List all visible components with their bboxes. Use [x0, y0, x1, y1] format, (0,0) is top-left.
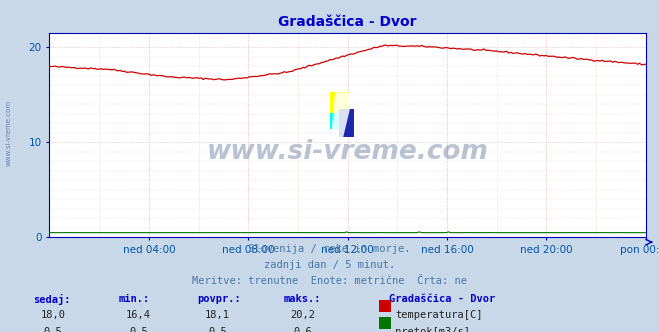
Text: 0,5: 0,5 — [208, 327, 227, 332]
Text: pretok[m3/s]: pretok[m3/s] — [395, 327, 471, 332]
Text: www.si-vreme.com: www.si-vreme.com — [207, 139, 488, 165]
Text: sedaj:: sedaj: — [33, 294, 71, 305]
Text: www.si-vreme.com: www.si-vreme.com — [5, 100, 11, 166]
Text: 18,1: 18,1 — [205, 310, 230, 320]
Text: 0,5: 0,5 — [43, 327, 62, 332]
Text: 16,4: 16,4 — [126, 310, 151, 320]
Text: min.:: min.: — [119, 294, 150, 304]
FancyBboxPatch shape — [330, 92, 350, 115]
Text: 18,0: 18,0 — [40, 310, 65, 320]
Text: zadnji dan / 5 minut.: zadnji dan / 5 minut. — [264, 260, 395, 270]
Text: Slovenija / reke in morje.: Slovenija / reke in morje. — [248, 244, 411, 254]
Text: 0,6: 0,6 — [294, 327, 312, 332]
Text: Meritve: trenutne  Enote: metrične  Črta: ne: Meritve: trenutne Enote: metrične Črta: … — [192, 276, 467, 286]
FancyBboxPatch shape — [330, 113, 350, 129]
Polygon shape — [331, 92, 354, 137]
Text: Gradaščica - Dvor: Gradaščica - Dvor — [389, 294, 495, 304]
Text: 0,5: 0,5 — [129, 327, 148, 332]
FancyBboxPatch shape — [339, 109, 354, 137]
Text: povpr.:: povpr.: — [198, 294, 241, 304]
Title: Gradaščica - Dvor: Gradaščica - Dvor — [278, 15, 417, 29]
Text: temperatura[C]: temperatura[C] — [395, 310, 483, 320]
Text: 20,2: 20,2 — [291, 310, 316, 320]
Text: maks.:: maks.: — [283, 294, 321, 304]
